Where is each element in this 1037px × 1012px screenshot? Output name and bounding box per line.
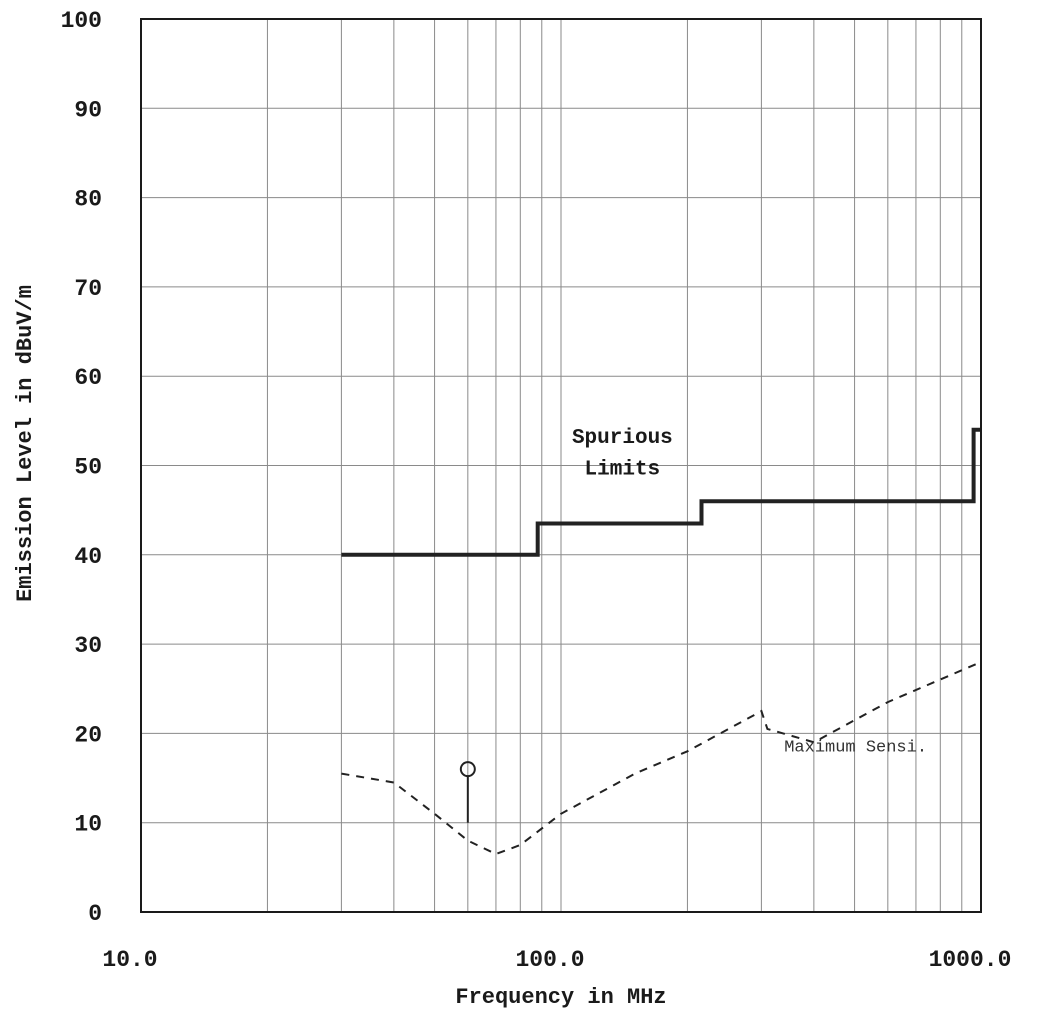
annotation-label: Limits [585,458,661,481]
annotation-label: Maximum Sensi. [784,738,927,757]
y-tick-label: 40 [74,544,102,570]
maximum-sensitivity-line [341,661,982,856]
spurious-limits-line [341,427,981,557]
y-tick-label: 20 [74,722,102,748]
x-tick-label: 10.0 [102,947,157,973]
tick-labels: 0 10 20 30 40 50 60 70 80 90 100 10.0 100.0 1000.0 [61,8,1012,973]
series-layer [341,427,982,856]
y-tick-label: 50 [74,455,102,481]
y-tick-label: 30 [74,633,102,659]
plot-frame [140,18,982,913]
y-tick-label: 10 [74,812,102,838]
y-tick-label: 60 [74,365,102,391]
y-tick-label: 70 [74,276,102,302]
y-tick-label: 90 [74,97,102,123]
x-tick-label: 100.0 [515,947,584,973]
y-tick-label: 100 [61,8,102,34]
annotations: Spurious Limits Maximum Sensi. [572,427,927,757]
y-tick-label: 80 [74,187,102,213]
y-tick-label: 0 [88,901,102,927]
emission-marker [459,761,476,778]
x-tick-label: 1000.0 [929,947,1012,973]
plot-border [140,18,982,913]
annotation-label: Spurious [572,427,673,450]
y-axis-label: Emission Level in dBuV/m [13,285,38,602]
x-axis-label: Frequency in MHz [455,985,666,1010]
grid [140,18,982,913]
